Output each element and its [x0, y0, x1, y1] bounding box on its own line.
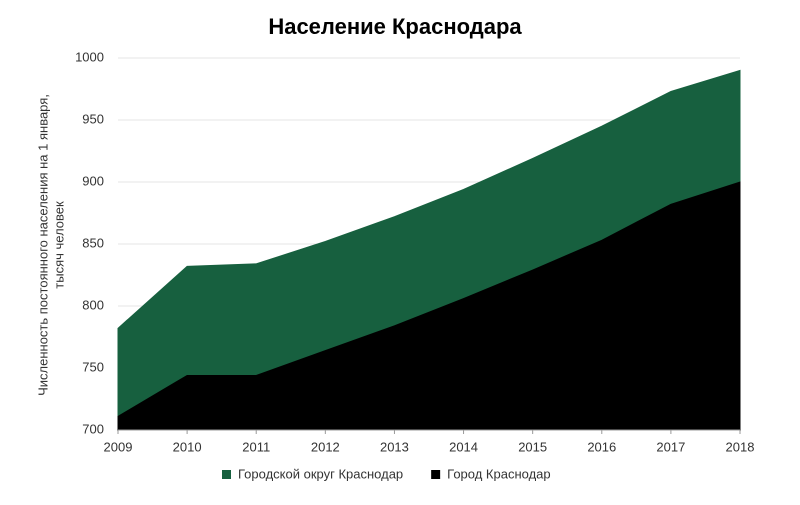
y-tick-label: 950 [82, 111, 104, 126]
x-tick-label: 2013 [380, 439, 409, 454]
y-tick-label: 800 [82, 297, 104, 312]
x-tick-label: 2018 [726, 439, 755, 454]
y-tick-label: 1000 [75, 49, 104, 64]
x-tick-label: 2017 [656, 439, 685, 454]
x-tick-label: 2009 [104, 439, 133, 454]
legend-label: Город Краснодар [447, 466, 550, 481]
x-tick-label: 2011 [242, 439, 270, 454]
y-tick-label: 750 [82, 359, 104, 374]
y-axis-label: Численность постоянного населения на 1 я… [35, 94, 66, 396]
x-tick-label: 2014 [449, 439, 478, 454]
y-tick-label: 850 [82, 235, 104, 250]
x-tick-label: 2010 [173, 439, 202, 454]
y-axis-label-line: тысяч человек [51, 201, 66, 289]
area [117, 181, 741, 431]
y-tick-label: 700 [82, 421, 104, 436]
x-tick-label: 2015 [518, 439, 547, 454]
y-tick-label: 900 [82, 173, 104, 188]
legend-swatch [222, 470, 231, 479]
legend-swatch [431, 470, 441, 479]
legend-label: Городской округ Краснодар [238, 466, 403, 481]
x-tick-label: 2016 [587, 439, 616, 454]
chart-title: Население Краснодара [268, 14, 522, 39]
x-tick-label: 2012 [311, 439, 340, 454]
y-axis-label-line: Численность постоянного населения на 1 я… [35, 94, 50, 396]
